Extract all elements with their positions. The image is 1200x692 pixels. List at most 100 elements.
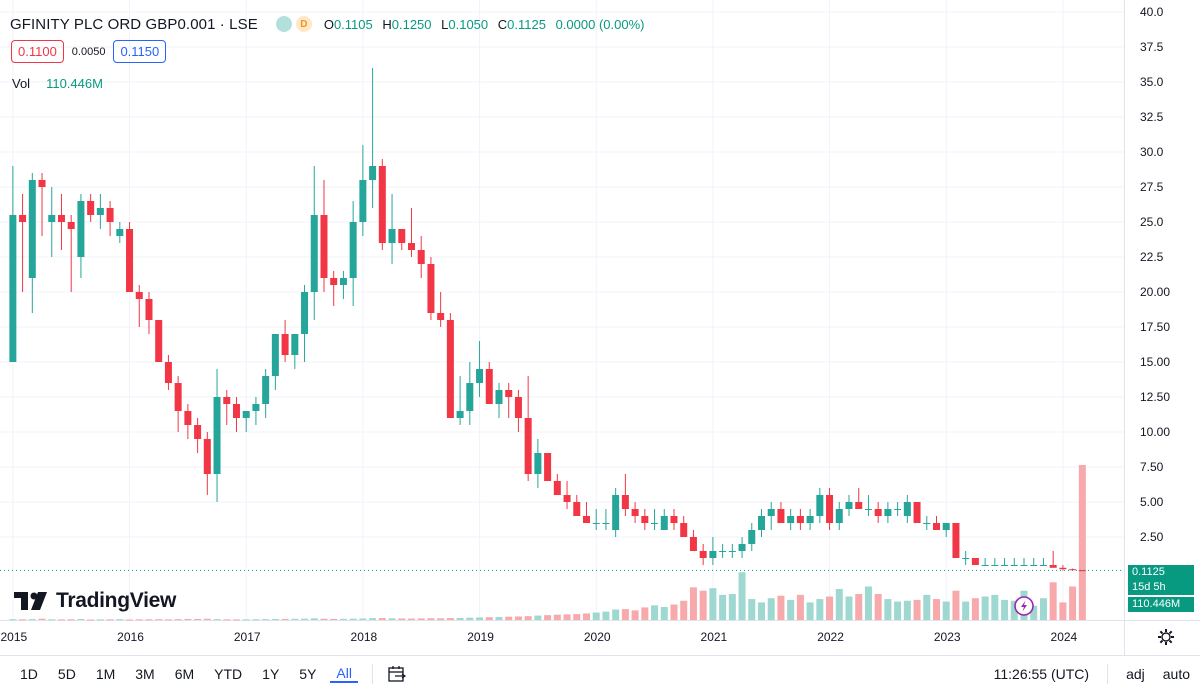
range-all[interactable]: All — [330, 665, 358, 683]
volume-bar — [923, 594, 931, 620]
candle-body — [369, 166, 377, 180]
volume-bar — [339, 618, 347, 620]
range-5y[interactable]: 5Y — [299, 666, 317, 682]
candle-body — [728, 551, 736, 552]
candle-body — [9, 215, 17, 362]
volume-bar — [242, 619, 250, 621]
candle-body — [301, 292, 309, 334]
candle-body — [223, 397, 231, 404]
candle-body — [563, 495, 571, 502]
volume-bar — [631, 610, 639, 620]
candle-body — [126, 229, 134, 292]
range-3m[interactable]: 3M — [135, 666, 155, 682]
candle-body — [612, 495, 620, 530]
volume-bar — [126, 619, 134, 621]
volume-bar — [388, 618, 396, 620]
volume-bar — [932, 599, 940, 620]
price-tick-label: 20.00 — [1140, 285, 1170, 299]
volume-bar — [67, 619, 75, 621]
volume-bar — [1049, 582, 1057, 620]
candle-body — [388, 229, 396, 243]
candle-body — [1020, 565, 1028, 566]
volume-series — [9, 465, 1086, 621]
time-tick-label: 2024 — [1051, 630, 1078, 644]
volume-bar — [378, 618, 386, 620]
candle-body — [757, 516, 765, 530]
volume-bar — [757, 602, 765, 620]
volume-bar — [796, 594, 804, 620]
lightning-icon[interactable] — [1014, 596, 1034, 616]
candle-body — [699, 551, 707, 558]
candle-body — [913, 502, 921, 523]
adjust-toggle[interactable]: adj — [1126, 666, 1145, 682]
volume-bar — [87, 619, 95, 621]
candle-body — [281, 334, 289, 355]
candle-body — [651, 523, 659, 524]
candle-body — [67, 222, 75, 229]
volume-bar — [903, 600, 911, 620]
candle-body — [271, 334, 279, 376]
volume-bar — [942, 601, 950, 620]
range-6m[interactable]: 6M — [174, 666, 195, 682]
tradingview-logo[interactable]: TradingView — [14, 589, 176, 613]
volume-label: Vol — [12, 76, 31, 91]
candle-body — [787, 516, 795, 523]
candle-body — [573, 502, 581, 516]
volume-bar — [349, 618, 357, 620]
candle-body — [923, 523, 931, 524]
candle-body — [689, 537, 697, 551]
candle-body — [962, 558, 970, 559]
candle-body — [106, 208, 114, 222]
price-chart[interactable]: 40.0 37.5 35.0 32.5 30.0 27.5 25.0 22.5 20.00 17.… — [0, 0, 1200, 655]
candle-body — [981, 565, 989, 566]
candle-body — [174, 383, 182, 411]
candle-body — [446, 320, 454, 418]
price-tick-label: 10.00 — [1140, 425, 1170, 439]
volume-bar — [709, 588, 717, 620]
open-label: O — [323, 16, 334, 32]
candle-body — [709, 551, 717, 558]
candle-body — [796, 516, 804, 523]
volume-bar — [38, 618, 46, 620]
volume-bar — [28, 619, 36, 621]
range-1d[interactable]: 1D — [20, 666, 38, 682]
auto-scale-toggle[interactable]: auto — [1162, 666, 1190, 682]
range-1y[interactable]: 1Y — [262, 666, 280, 682]
candle-body — [621, 495, 629, 509]
range-5d[interactable]: 5D — [57, 666, 76, 682]
price-tick-label: 35.0 — [1140, 75, 1164, 89]
candle-body — [855, 502, 863, 509]
calendar-range-icon[interactable] — [387, 665, 407, 683]
candle-body — [534, 453, 542, 474]
sell-button[interactable]: 0.1100 — [11, 40, 64, 63]
candle-body — [971, 558, 979, 565]
clock-timezone[interactable]: 11:26:55 (UTC) — [993, 666, 1090, 682]
volume-bar — [816, 599, 824, 620]
candle-body — [553, 481, 561, 495]
buy-button[interactable]: 0.1150 — [113, 40, 167, 63]
volume-bar — [845, 596, 853, 620]
toolbar-divider — [371, 664, 373, 684]
candle-body — [738, 544, 746, 551]
price-tick-label: 15.00 — [1140, 355, 1170, 369]
candle-body — [505, 390, 513, 397]
volume-legend: Vol 110.446M — [12, 76, 103, 91]
volume-bar — [787, 599, 795, 620]
volume-bar — [1059, 602, 1067, 620]
gear-icon[interactable] — [1158, 629, 1174, 645]
volume-bar — [456, 617, 464, 620]
candle-body — [398, 229, 406, 243]
candle-body — [826, 495, 834, 523]
volume-bar — [301, 618, 309, 620]
open-value: 0.1105 — [333, 16, 373, 32]
candle-body — [806, 516, 814, 523]
volume-bar — [77, 618, 85, 620]
symbol-title[interactable]: GFINITY PLC ORD GBP0.001 · LSE — [10, 15, 258, 33]
candle-body — [116, 229, 124, 236]
last-price-label: 0.1125 — [1128, 565, 1194, 580]
volume-bar — [952, 590, 960, 620]
candle-body — [359, 180, 367, 222]
range-ytd[interactable]: YTD — [214, 666, 243, 682]
range-1m[interactable]: 1M — [95, 666, 116, 682]
candle-body — [864, 509, 872, 510]
